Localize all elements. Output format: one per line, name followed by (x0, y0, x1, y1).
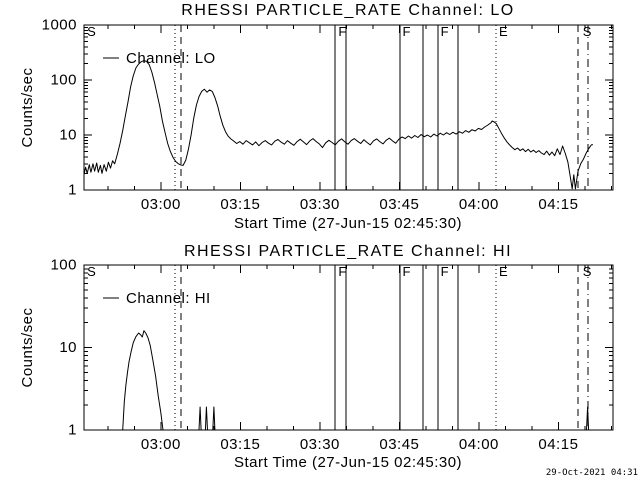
flag-letter: S (87, 264, 96, 279)
x-tick-label: 04:00 (459, 196, 499, 213)
x-axis-label-hi: Start Time (27-Jun-15 02:45:30) (234, 454, 462, 471)
y-tick-label: 1000 (42, 17, 77, 34)
flag-letter: F (403, 264, 411, 279)
x-tick-label: 03:00 (141, 196, 181, 213)
legend-label-lo: Channel: LO (126, 50, 216, 67)
y-tick-label: 1 (68, 422, 77, 439)
flag-letter: S (583, 24, 592, 39)
data-curve (84, 330, 593, 431)
creation-timestamp: 29-Oct-2021 04:31 (546, 468, 638, 478)
flag-letter: F (403, 24, 411, 39)
x-tick-label: 03:45 (379, 196, 419, 213)
flag-letter: F (441, 264, 449, 279)
flag-letter: F (338, 264, 346, 279)
flag-letter: E (499, 264, 508, 279)
x-axis-label-lo: Start Time (27-Jun-15 02:45:30) (234, 215, 462, 232)
axes-frame (83, 24, 614, 191)
x-tick-label: 04:00 (459, 436, 499, 453)
data-curve (83, 60, 593, 190)
chart-title-lo: RHESSI PARTICLE_RATE Channel: LO (181, 2, 514, 19)
flag-letter: F (441, 24, 449, 39)
flag-letter: F (338, 24, 346, 39)
panel-lo: RHESSI PARTICLE_RATE Channel: LO Start T… (19, 2, 614, 232)
flag-letter: S (87, 24, 96, 39)
x-tick-label: 03:15 (220, 436, 260, 453)
legend-label-hi: Channel: HI (126, 290, 211, 307)
x-tick-label: 04:15 (538, 436, 578, 453)
x-tick-label: 03:00 (141, 436, 181, 453)
flag-letter: E (499, 24, 508, 39)
x-tick-label: 03:30 (300, 436, 340, 453)
y-axis-label-hi: Counts/sec (19, 307, 36, 387)
panel-hi: RHESSI PARTICLE_RATE Channel: HI Start T… (19, 243, 614, 471)
flag-letter: S (583, 264, 592, 279)
chart-title-hi: RHESSI PARTICLE_RATE Channel: HI (184, 243, 512, 260)
plot-area-lo: 03:00 03:15 03:30 03:45 04:00 04:15 1 10 100 1000… (42, 17, 614, 213)
y-tick-label: 100 (50, 72, 77, 89)
y-tick-label: 1 (68, 182, 77, 199)
x-tick-label: 04:15 (538, 196, 578, 213)
y-tick-label: 100 (50, 257, 77, 274)
plot-area-hi: 03:00 03:15 03:30 03:45 04:00 04:15 1 10 100 S F F F… (50, 257, 614, 453)
x-tick-label: 03:15 (220, 196, 260, 213)
y-tick-label: 10 (59, 127, 77, 144)
x-tick-label: 03:30 (300, 196, 340, 213)
y-tick-label: 10 (59, 339, 77, 356)
x-tick-label: 03:45 (379, 436, 419, 453)
y-axis-label-lo: Counts/sec (19, 67, 36, 147)
